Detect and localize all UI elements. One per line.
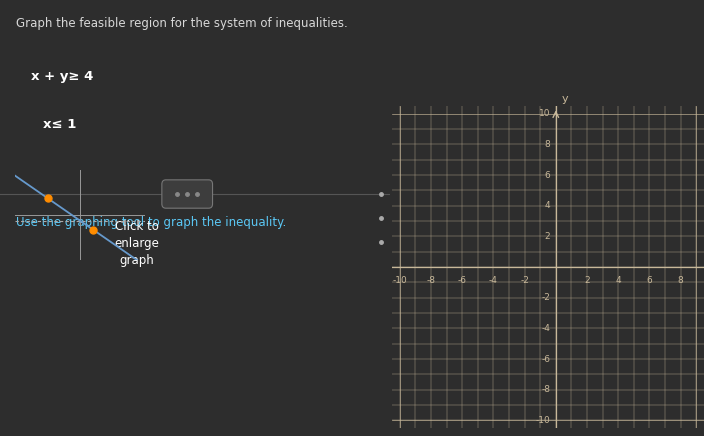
Text: 8: 8 bbox=[678, 276, 684, 285]
Text: -8: -8 bbox=[427, 276, 436, 285]
Text: -6: -6 bbox=[541, 354, 551, 364]
Text: -10: -10 bbox=[536, 416, 551, 425]
Text: -8: -8 bbox=[541, 385, 551, 394]
Text: Graph the feasible region for the system of inequalities.: Graph the feasible region for the system… bbox=[15, 17, 347, 31]
Text: Click to
enlarge
graph: Click to enlarge graph bbox=[114, 220, 159, 267]
Text: -4: -4 bbox=[541, 324, 551, 333]
Text: -6: -6 bbox=[458, 276, 467, 285]
Text: Use the graphing tool to graph the inequality.: Use the graphing tool to graph the inequ… bbox=[15, 216, 286, 229]
Text: 8: 8 bbox=[545, 140, 551, 149]
Text: -4: -4 bbox=[489, 276, 498, 285]
Text: 6: 6 bbox=[545, 170, 551, 180]
Text: 6: 6 bbox=[646, 276, 653, 285]
Text: 2: 2 bbox=[545, 232, 551, 241]
Text: -2: -2 bbox=[520, 276, 529, 285]
Text: x + y≥ 4: x + y≥ 4 bbox=[31, 70, 94, 83]
Text: -10: -10 bbox=[392, 276, 407, 285]
Text: y: y bbox=[561, 95, 568, 105]
Text: x≤ 1: x≤ 1 bbox=[43, 118, 76, 131]
Text: 4: 4 bbox=[615, 276, 621, 285]
Text: -2: -2 bbox=[541, 293, 551, 302]
FancyBboxPatch shape bbox=[162, 180, 213, 208]
Text: 10: 10 bbox=[539, 109, 551, 118]
Text: 4: 4 bbox=[545, 201, 551, 210]
Text: 2: 2 bbox=[584, 276, 590, 285]
